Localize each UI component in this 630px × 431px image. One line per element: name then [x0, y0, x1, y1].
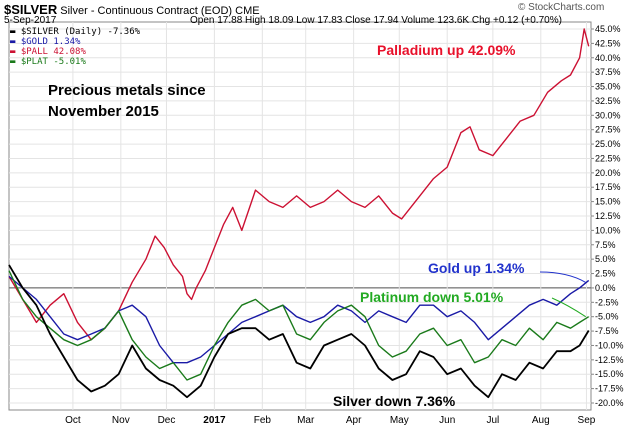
- y-tick-label: -20.0%: [595, 398, 624, 408]
- y-tick-label: 37.5%: [595, 67, 621, 77]
- y-tick-label: -5.0%: [595, 312, 619, 322]
- y-tick-label: 40.0%: [595, 53, 621, 63]
- x-tick-label: Oct: [65, 415, 81, 426]
- legend-palladium: ▬ $PALL 42.08%: [10, 47, 86, 57]
- legend-platinum: ▬ $PLAT -5.01%: [10, 57, 86, 67]
- title-line-2: November 2015: [48, 103, 159, 120]
- title-line-1: Precious metals since: [48, 82, 206, 99]
- gold-arrow: [539, 271, 586, 283]
- x-axis: Oct Nov Dec 2017 Feb Mar Apr May Jun Jul Aug Sep: [65, 415, 596, 426]
- y-tick-label: 35.0%: [595, 82, 621, 92]
- legend: ▬ $SILVER (Daily) -7.36% ▬ $GOLD 1.34% ▬…: [10, 27, 140, 67]
- y-tick-label: 5.0%: [595, 254, 616, 264]
- x-tick-label: Apr: [346, 415, 362, 426]
- series-line-silver: [8, 264, 590, 399]
- chart-date: 5-Sep-2017: [4, 15, 57, 26]
- x-tick-label: Nov: [112, 415, 130, 426]
- y-tick-label: 45.0%: [595, 24, 621, 34]
- y-tick-label: -15.0%: [595, 369, 624, 379]
- x-tick-label: Jun: [439, 415, 455, 426]
- y-tick-label: -7.5%: [595, 326, 619, 336]
- silver-annotation: Silver down 7.36%: [333, 393, 456, 409]
- legend-platinum-label: $PLAT -5.01%: [20, 57, 86, 67]
- platinum-arrow: [551, 297, 586, 318]
- x-tick-label: Aug: [532, 415, 550, 426]
- ohlc-readout: Open 17.88 High 18.09 Low 17.83 Close 17…: [190, 15, 562, 26]
- y-tick-label: 15.0%: [595, 197, 621, 207]
- chart-title-annotation: Precious metals since November 2015: [48, 80, 206, 122]
- symbol: $SILVER: [4, 2, 58, 17]
- legend-silver-label: $SILVER (Daily) -7.36%: [20, 27, 141, 37]
- x-tick-label: Feb: [254, 415, 272, 426]
- y-tick-label: 2.5%: [595, 269, 616, 279]
- legend-gold-label: $GOLD 1.34%: [20, 37, 81, 47]
- x-tick-label: May: [390, 415, 409, 426]
- x-tick-label: Dec: [158, 415, 176, 426]
- annotation-arrows: [539, 271, 586, 318]
- x-tick-label: Mar: [297, 415, 315, 426]
- y-tick-label: 27.5%: [595, 125, 621, 135]
- y-tick-label: 25.0%: [595, 139, 621, 149]
- chart-header: $SILVER Silver - Continuous Contract (EO…: [4, 2, 260, 17]
- y-tick-label: -17.5%: [595, 384, 624, 394]
- y-tick-label: 32.5%: [595, 96, 621, 106]
- y-tick-label: -2.5%: [595, 297, 619, 307]
- y-tick-label: 7.5%: [595, 240, 616, 250]
- y-tick-label: 20.0%: [595, 168, 621, 178]
- y-tick-label: 30.0%: [595, 110, 621, 120]
- x-tick-label: 2017: [203, 415, 226, 426]
- y-axis: 45.0% 42.5% 40.0% 37.5% 35.0% 32.5% 30.0% 27.5%…: [591, 24, 624, 408]
- y-tick-label: -10.0%: [595, 340, 624, 350]
- y-tick-label: 0.0%: [595, 283, 616, 293]
- series-line-platinum: [8, 270, 590, 381]
- legend-gold: ▬ $GOLD 1.34%: [10, 37, 81, 47]
- y-tick-label: 42.5%: [595, 38, 621, 48]
- y-tick-label: 12.5%: [595, 211, 621, 221]
- y-tick-label: -12.5%: [595, 355, 624, 365]
- watermark: © StockCharts.com: [518, 2, 605, 13]
- x-tick-label: Sep: [578, 415, 596, 426]
- instrument-name: Silver - Continuous Contract (EOD): [60, 5, 233, 17]
- legend-silver: ▬ $SILVER (Daily) -7.36%: [10, 27, 141, 37]
- grid: [9, 22, 591, 410]
- series-line-palladium: [8, 28, 590, 341]
- exchange: CME: [235, 5, 260, 17]
- series-layer: [8, 28, 590, 399]
- y-tick-label: 10.0%: [595, 225, 621, 235]
- x-tick-label: Jul: [486, 415, 499, 426]
- platinum-annotation: Platinum down 5.01%: [360, 289, 504, 305]
- y-tick-label: 17.5%: [595, 182, 621, 192]
- legend-palladium-label: $PALL 42.08%: [20, 47, 86, 57]
- y-tick-label: 22.5%: [595, 153, 621, 163]
- gold-annotation: Gold up 1.34%: [428, 260, 525, 276]
- palladium-annotation: Palladium up 42.09%: [377, 42, 516, 58]
